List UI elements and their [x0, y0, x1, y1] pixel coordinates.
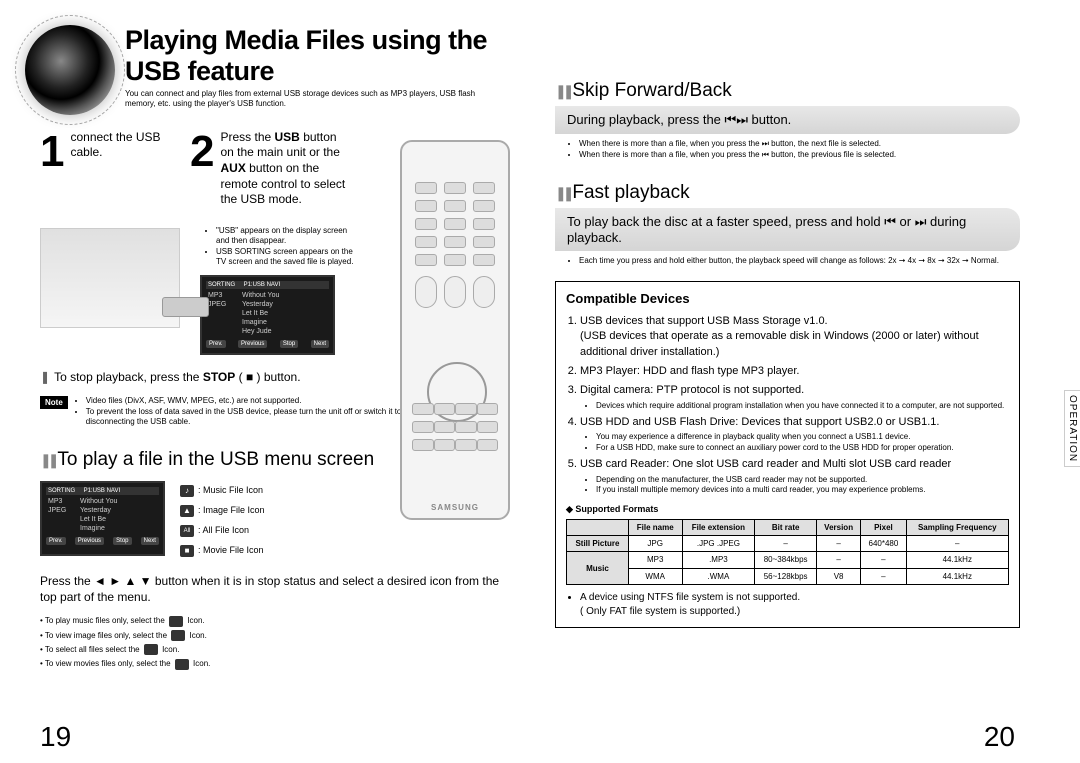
after-table-note: A device using NTFS file system is not s… — [580, 591, 1009, 619]
compat-sub: Devices which require additional program… — [596, 401, 1009, 411]
compat-sub: You may experience a difference in playb… — [596, 432, 1009, 442]
step-1-number: 1 — [40, 130, 64, 208]
page-right: Skip Forward/Back During playback, press… — [520, 0, 1040, 763]
music-icon: ♪ — [180, 485, 194, 497]
page-left: Playing Media Files using the USB featur… — [0, 0, 520, 763]
page-title: Playing Media Files using the USB featur… — [125, 25, 505, 87]
movie-icon — [175, 659, 189, 670]
step2-note-2: USB SORTING screen appears on the TV scr… — [216, 247, 360, 268]
screen-footer: Prev. Previous Stop Next — [206, 340, 329, 348]
movie-icon: ■ — [180, 545, 194, 557]
compat-title: Compatible Devices — [566, 290, 1009, 308]
tv-screen-2: SORTING P1:USB NAVI MP3 JPEG Without You… — [40, 481, 165, 556]
step-1: 1 connect the USB cable. — [40, 130, 180, 208]
music-icon — [169, 616, 183, 627]
remote-control-image: SAMSUNG — [400, 140, 510, 520]
fast-bar: To play back the disc at a faster speed,… — [555, 208, 1020, 251]
press-instruction: Press the ◄ ► ▲ ▼ button when it is in s… — [40, 573, 505, 607]
image-icon: ▲ — [180, 505, 194, 517]
compat-sub: If you install multiple memory devices i… — [596, 485, 1009, 495]
step2-note-1: "USB" appears on the display screen and … — [216, 226, 360, 247]
screen-item: Let It Be — [240, 309, 329, 318]
screen-side-1: JPEG — [206, 300, 236, 309]
skip-bullet: When there is more than a file, when you… — [579, 149, 1020, 160]
note-tag: Note — [40, 396, 68, 409]
device-image — [40, 228, 180, 328]
all-icon: All — [180, 525, 194, 537]
step-2-text: Press the USB button on the main unit or… — [220, 130, 350, 208]
compat-sub: For a USB HDD, make sure to connect an a… — [596, 443, 1009, 453]
compat-item: USB card Reader: One slot USB card reade… — [580, 457, 1009, 495]
skip-bullet: When there is more than a file, when you… — [579, 138, 1020, 149]
formats-label: Supported Formats — [566, 503, 1009, 516]
compatible-box: Compatible Devices USB devices that supp… — [555, 281, 1020, 628]
compat-item: USB devices that support USB Mass Storag… — [580, 314, 1009, 360]
intro-text: You can connect and play files from exte… — [125, 89, 505, 110]
fast-bullet: Each time you press and hold either butt… — [579, 255, 1020, 266]
speaker-graphic — [25, 25, 115, 115]
screen-item: Imagine — [240, 318, 329, 327]
screen-item: Hey Jude — [240, 327, 329, 336]
step-1-text: connect the USB cable. — [70, 130, 180, 208]
side-tab: OPERATION — [1064, 390, 1080, 467]
compat-list: USB devices that support USB Mass Storag… — [580, 314, 1009, 496]
skip-bar: During playback, press the ⏮⏭ button. — [555, 106, 1020, 134]
skip-bullets: When there is more than a file, when you… — [573, 138, 1020, 160]
tiny-list: • To play music files only, select the I… — [40, 614, 505, 672]
step-2-number: 2 — [190, 130, 214, 208]
compat-sub: Depending on the manufacturer, the USB c… — [596, 475, 1009, 485]
fast-bullets: Each time you press and hold either butt… — [573, 255, 1020, 266]
section-fast: Fast playback — [555, 182, 1020, 204]
legend-icons: ♪: Music File Icon ▲: Image File Icon Al… — [180, 481, 265, 560]
all-icon — [144, 644, 158, 655]
compat-item: USB HDD and USB Flash Drive: Devices tha… — [580, 415, 1009, 453]
step2-aux: AUX — [220, 161, 245, 175]
formats-table: File name File extension Bit rate Versio… — [566, 519, 1009, 585]
compat-item: MP3 Player: HDD and flash type MP3 playe… — [580, 364, 1009, 379]
page-number-left: 19 — [40, 721, 71, 753]
screen-item: Without You — [240, 291, 329, 300]
step-2: 2 Press the USB button on the main unit … — [190, 130, 350, 208]
after-table-notes: A device using NTFS file system is not s… — [566, 591, 1009, 619]
screen-header: SORTING P1:USB NAVI — [206, 281, 329, 289]
section-skip: Skip Forward/Back — [555, 80, 1020, 102]
compat-item: Digital camera: PTP protocol is not supp… — [580, 383, 1009, 411]
remote-brand: SAMSUNG — [402, 503, 508, 512]
image-icon — [171, 630, 185, 641]
screen-side-0: MP3 — [206, 291, 236, 300]
step2-notes: "USB" appears on the display screen and … — [200, 226, 360, 268]
page-number-right: 20 — [984, 721, 1015, 753]
screen-item: Yesterday — [240, 300, 329, 309]
step2-usb: USB — [275, 130, 300, 144]
step2-pre: Press the — [220, 130, 274, 144]
tv-screen-1: SORTING P1:USB NAVI MP3 JPEG Without You… — [200, 275, 335, 355]
